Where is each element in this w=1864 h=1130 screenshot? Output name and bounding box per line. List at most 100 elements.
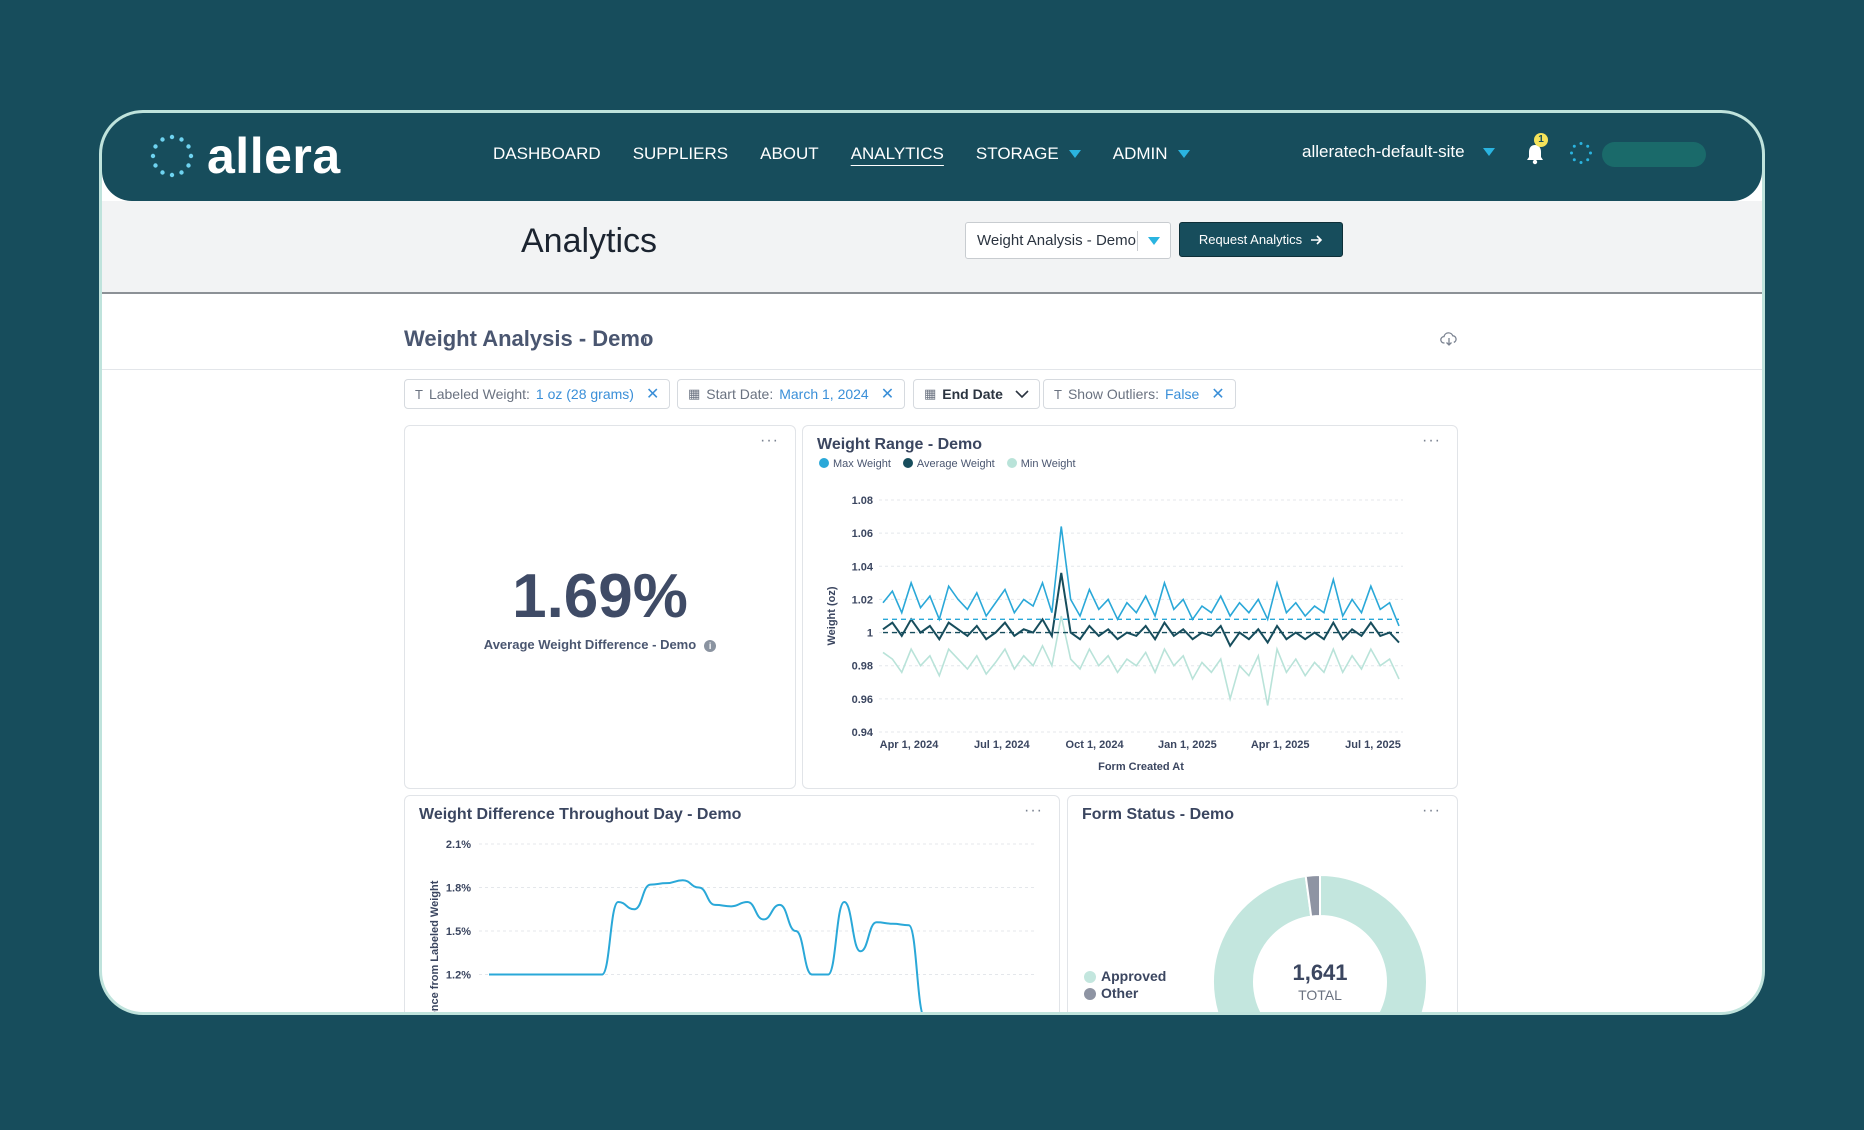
text-type-icon: T xyxy=(415,386,423,402)
weight-difference-chart: 1.2% 1.5% 1.8% 2.1% ference from Labeled Wei… xyxy=(429,839,1035,1015)
x-axis-label: Form Created At xyxy=(1098,761,1184,773)
site-selector[interactable]: alleratech-default-site xyxy=(1302,142,1495,162)
nav-analytics[interactable]: ANALYTICS xyxy=(851,141,944,167)
y-tick-label: 1.8% xyxy=(446,883,471,895)
y-tick-label: 1.5% xyxy=(446,926,471,938)
arrow-right-icon xyxy=(1311,234,1323,245)
donut-total: 1,641 xyxy=(1292,960,1347,985)
legend-item-avg[interactable]: Average Weight xyxy=(902,458,995,470)
app-window: allera DASHBOARD SUPPLIERS ABOUT ANALYTI… xyxy=(99,110,1765,1015)
legend-swatch xyxy=(1084,988,1096,1000)
info-icon[interactable]: i xyxy=(704,639,717,652)
donut-total-label: TOTAL xyxy=(1298,987,1342,1003)
legend-item-max[interactable]: Max Weight xyxy=(819,458,891,470)
kpi-label-row: Average Weight Difference - Demo i xyxy=(405,637,795,652)
page-title: Analytics xyxy=(521,222,658,260)
info-icon[interactable]: i xyxy=(643,331,649,350)
weight-range-card: ··· Weight Range - Demo Max Weight Avera… xyxy=(802,425,1458,789)
close-icon[interactable]: ✕ xyxy=(645,386,660,403)
request-analytics-button[interactable]: Request Analytics xyxy=(1179,222,1343,257)
dashboard-title: Weight Analysis - Demo xyxy=(404,326,654,351)
dashboard-select-value: Weight Analysis - Demo xyxy=(977,232,1136,249)
nav-about[interactable]: ABOUT xyxy=(760,141,819,167)
more-options-icon[interactable]: ··· xyxy=(1422,802,1441,819)
nav-analytics-label: ANALYTICS xyxy=(850,144,944,163)
filter-start-date[interactable]: ▦ Start Date: March 1, 2024 ✕ xyxy=(677,379,906,409)
donut-slice-other[interactable] xyxy=(1304,873,1321,918)
more-options-icon[interactable]: ··· xyxy=(1024,802,1043,819)
legend-swatch xyxy=(1084,971,1096,983)
brand-logo[interactable]: allera xyxy=(149,131,341,181)
top-navbar: allera DASHBOARD SUPPLIERS ABOUT ANALYTI… xyxy=(102,113,1762,201)
kpi-card: ··· 1.69% Average Weight Difference - De… xyxy=(404,425,796,789)
nav-admin-label: ADMIN xyxy=(1112,144,1168,163)
x-tick-label: Apr 1, 2025 xyxy=(1251,739,1310,751)
y-axis-label: Weight (oz) xyxy=(826,586,838,645)
x-tick-label: Jul 1, 2024 xyxy=(974,739,1031,751)
series-line-avg[interactable] xyxy=(882,572,1400,648)
filter-show-outliers[interactable]: T Show Outliers: False ✕ xyxy=(1043,379,1236,409)
kpi-value: 1.69% xyxy=(512,562,688,631)
calendar-icon: ▦ xyxy=(924,386,937,401)
site-name: alleratech-default-site xyxy=(1302,142,1465,161)
more-options-icon[interactable]: ··· xyxy=(1422,432,1441,449)
chart-title: Form Status - Demo xyxy=(1082,806,1235,823)
filter-labeled-weight[interactable]: T Labeled Weight: 1 oz (28 grams) ✕ xyxy=(404,379,671,409)
y-tick-label: 1.06 xyxy=(852,528,873,540)
chevron-down-icon xyxy=(1068,150,1081,158)
y-tick-label: 1.2% xyxy=(446,970,471,982)
series-line-min[interactable] xyxy=(882,615,1400,706)
series-line-max[interactable] xyxy=(882,526,1400,627)
text-type-icon: T xyxy=(1054,386,1062,402)
nav-dashboard-label: DASHBOARD xyxy=(493,144,601,163)
y-tick-label: 1 xyxy=(867,628,873,640)
legend-swatch xyxy=(819,458,829,468)
legend-label: Average Weight xyxy=(916,458,995,470)
main-nav: DASHBOARD SUPPLIERS ABOUT ANALYTICS STOR… xyxy=(493,141,1190,167)
nav-suppliers[interactable]: SUPPLIERS xyxy=(633,141,728,167)
x-tick-label: Jul 1, 2025 xyxy=(1345,739,1401,751)
kpi-label: Average Weight Difference - Demo xyxy=(483,637,697,652)
nav-storage[interactable]: STORAGE xyxy=(976,141,1081,167)
nav-dashboard[interactable]: DASHBOARD xyxy=(493,141,601,167)
filter-label: End Date xyxy=(942,386,1003,402)
loading-spinner-icon xyxy=(1570,142,1592,164)
x-tick-label: Apr 1, 2024 xyxy=(880,739,940,751)
close-icon[interactable]: ✕ xyxy=(1211,386,1225,403)
filter-label: Show Outliers: xyxy=(1067,386,1159,402)
bell-icon[interactable] xyxy=(1522,139,1548,167)
user-menu-pill[interactable] xyxy=(1602,142,1706,167)
chevron-down-icon xyxy=(1148,236,1160,245)
nav-admin[interactable]: ADMIN xyxy=(1113,141,1190,167)
cloud-download-icon[interactable] xyxy=(1440,331,1458,347)
x-tick-label: Oct 1, 2024 xyxy=(1066,739,1125,751)
more-options-icon[interactable]: ··· xyxy=(760,432,779,449)
nav-suppliers-label: SUPPLIERS xyxy=(632,144,729,163)
y-axis-label: ference from Labeled Weight xyxy=(429,880,441,1015)
chevron-down-icon xyxy=(1482,148,1495,156)
y-tick-label: 0.98 xyxy=(852,661,873,673)
select-divider xyxy=(1137,230,1138,251)
legend-label: Min Weight xyxy=(1020,458,1076,470)
series-line[interactable] xyxy=(489,879,925,1015)
close-icon[interactable]: ✕ xyxy=(880,386,895,403)
y-tick-label: 0.94 xyxy=(852,727,874,739)
legend-item-min[interactable]: Min Weight xyxy=(1006,458,1076,470)
dashboard-select[interactable]: Weight Analysis - Demo xyxy=(965,222,1171,259)
y-tick-label: 1.08 xyxy=(852,495,873,507)
legend-label: Max Weight xyxy=(833,458,891,470)
calendar-icon: ▦ xyxy=(688,386,701,401)
filter-value: False xyxy=(1165,386,1200,402)
filter-end-date[interactable]: ▦ End Date xyxy=(913,379,1040,409)
brand-name: allera xyxy=(207,128,341,184)
legend-label[interactable]: Approved xyxy=(1101,968,1166,984)
chart-legend: Max Weight Average Weight Min Weight xyxy=(819,458,1076,470)
allera-logo-icon xyxy=(150,134,194,178)
page-header xyxy=(102,201,1762,294)
filter-label: Labeled Weight: xyxy=(428,386,530,402)
donut-slice-approved[interactable] xyxy=(1212,873,1428,1015)
nav-storage-label: STORAGE xyxy=(975,144,1059,163)
request-analytics-label: Request Analytics xyxy=(1198,232,1303,247)
legend-label[interactable]: Other xyxy=(1101,985,1139,1001)
